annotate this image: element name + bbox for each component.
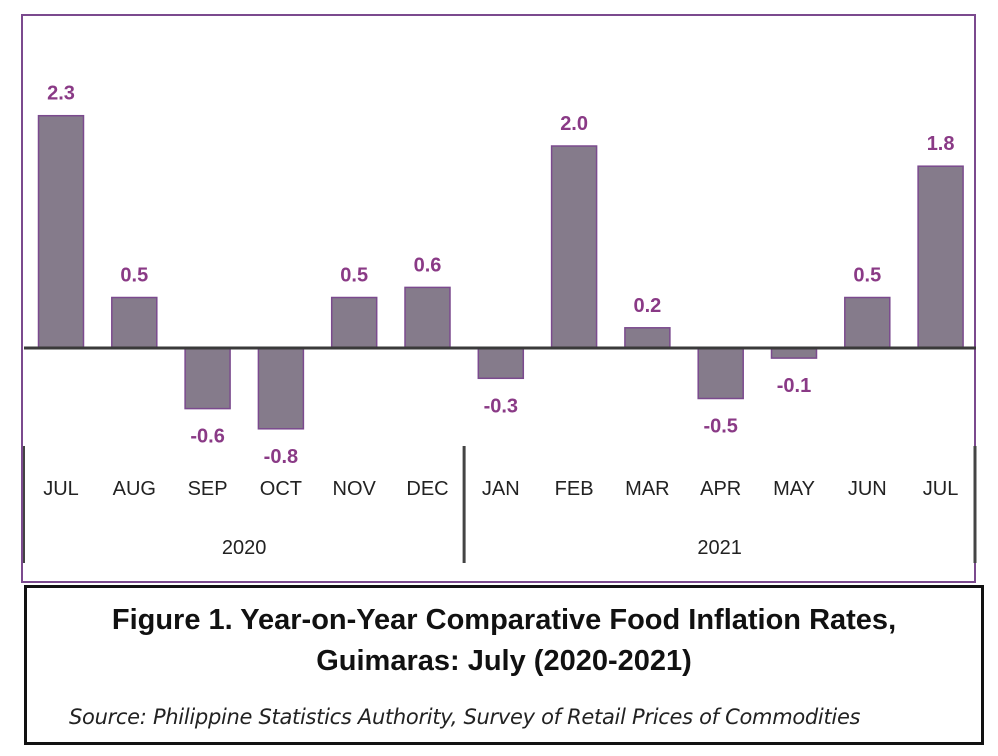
chart-frame xyxy=(21,14,976,583)
category-label-4: NOV xyxy=(333,478,377,500)
value-label-10: -0.1 xyxy=(777,375,811,397)
category-label-11: JUN xyxy=(848,478,887,500)
value-label-3: -0.8 xyxy=(264,446,298,468)
category-label-2: SEP xyxy=(188,478,228,500)
value-label-6: -0.3 xyxy=(484,395,518,417)
figure-title-line-2: Guimaras: July (2020-2021) xyxy=(316,645,692,677)
bar-sep-2 xyxy=(184,347,231,410)
value-label-4: 0.5 xyxy=(340,265,368,287)
value-label-1: 0.5 xyxy=(120,265,148,287)
value-label-9: -0.5 xyxy=(703,416,737,438)
bar-feb-7 xyxy=(550,145,598,349)
bar-nov-4 xyxy=(330,296,378,349)
category-label-9: APR xyxy=(700,478,741,500)
category-label-8: MAR xyxy=(625,478,669,500)
value-label-11: 0.5 xyxy=(853,265,881,287)
bar-dec-5 xyxy=(404,286,451,349)
value-label-2: -0.6 xyxy=(190,426,224,448)
figure-caption-box: Figure 1. Year-on-Year Comparative Food … xyxy=(24,585,984,745)
category-label-7: FEB xyxy=(555,478,594,500)
bar-apr-9 xyxy=(697,347,744,400)
bar-jan-6 xyxy=(477,347,525,380)
category-label-12: JUL xyxy=(923,478,959,500)
category-label-10: MAY xyxy=(773,478,815,500)
value-label-8: 0.2 xyxy=(633,295,661,317)
value-label-5: 0.6 xyxy=(414,254,442,276)
value-label-0: 2.3 xyxy=(47,83,75,105)
bar-jun-11 xyxy=(844,296,891,349)
figure-title: Figure 1. Year-on-Year Comparative Food … xyxy=(27,600,981,682)
figure-title-line-1: Figure 1. Year-on-Year Comparative Food … xyxy=(111,604,897,636)
bar-may-10 xyxy=(770,347,818,359)
group-label-2021: 2021 xyxy=(697,537,742,559)
category-label-0: JUL xyxy=(43,478,79,500)
category-label-3: OCT xyxy=(260,478,302,500)
bar-jul-0 xyxy=(37,114,85,349)
value-label-12: 1.8 xyxy=(927,133,955,155)
category-label-6: JAN xyxy=(482,478,520,500)
category-label-5: DEC xyxy=(406,478,448,500)
figure-source-note: Source: Philippine Statistics Authority,… xyxy=(69,705,861,729)
bar-aug-1 xyxy=(111,296,158,349)
bar-mar-8 xyxy=(624,327,671,349)
category-label-1: AUG xyxy=(113,478,156,500)
group-label-2020: 2020 xyxy=(222,537,267,559)
bar-oct-3 xyxy=(257,347,305,430)
bar-jul-12 xyxy=(917,165,964,349)
value-label-7: 2.0 xyxy=(560,113,588,135)
food-inflation-bar-chart: 2.3 JUL 0.5 AUG -0.6 SEP -0.8 OCT 0.5 NOV 0.6 DEC -0… xyxy=(23,83,977,563)
